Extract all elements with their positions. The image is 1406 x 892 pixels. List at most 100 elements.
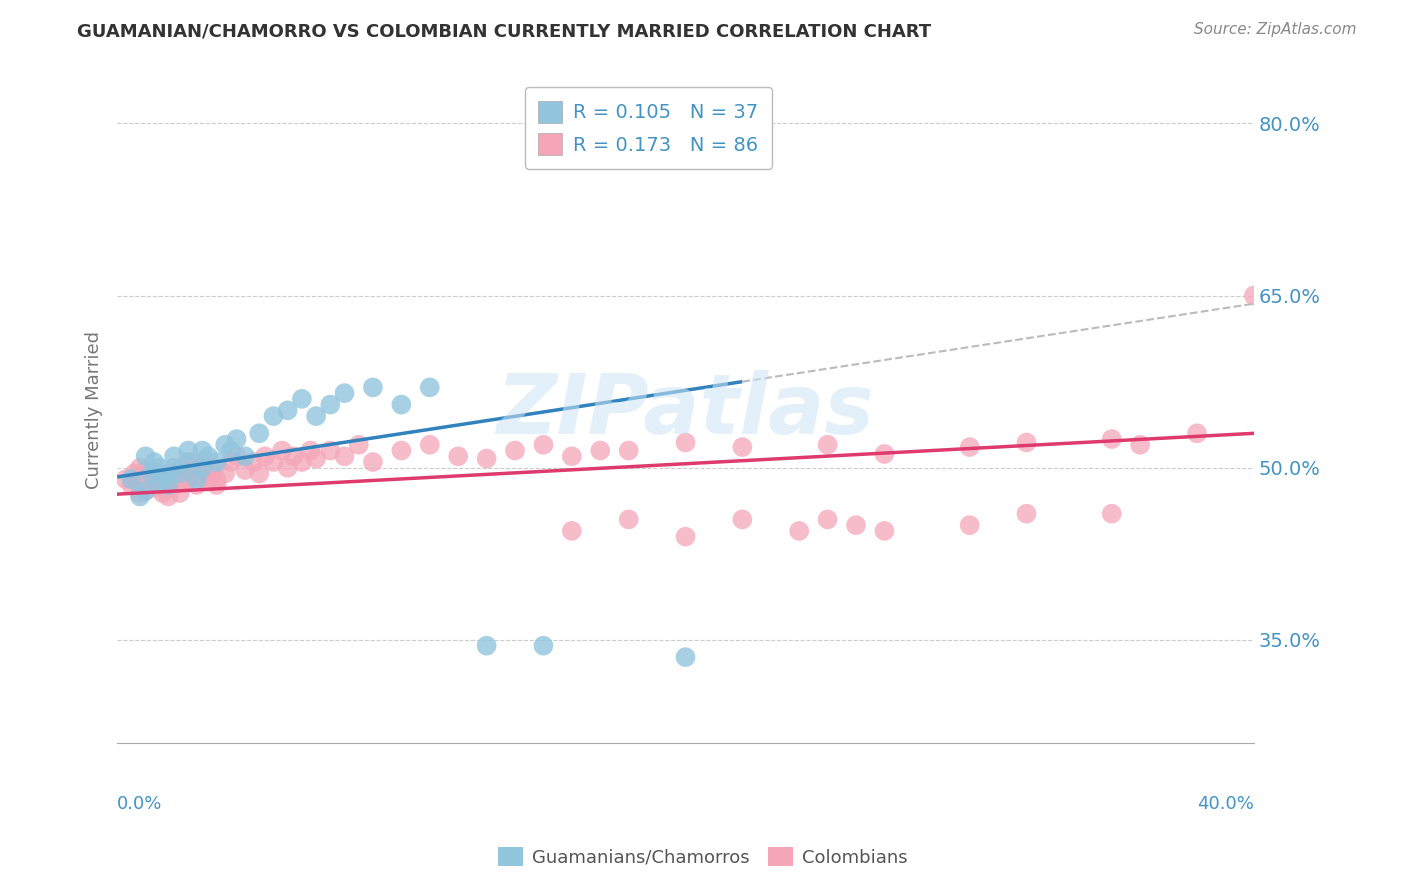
Point — [183, 463, 205, 477]
Point — [157, 478, 180, 492]
Point — [333, 450, 356, 464]
Point — [475, 639, 498, 653]
Point — [129, 460, 152, 475]
Point — [271, 443, 294, 458]
Point — [149, 475, 172, 489]
Point — [205, 455, 228, 469]
Point — [589, 443, 612, 458]
Legend: Guamanians/Chamorros, Colombians: Guamanians/Chamorros, Colombians — [491, 840, 915, 874]
Point — [205, 478, 228, 492]
Point — [177, 472, 200, 486]
Point — [845, 518, 868, 533]
Point — [291, 392, 314, 406]
Point — [149, 467, 172, 481]
Point — [959, 440, 981, 454]
Point — [233, 450, 256, 464]
Point — [191, 455, 214, 469]
Point — [817, 512, 839, 526]
Point — [225, 450, 247, 464]
Point — [163, 470, 186, 484]
Point — [675, 530, 697, 544]
Point — [172, 460, 194, 475]
Point — [177, 455, 200, 469]
Point — [1129, 438, 1152, 452]
Point — [731, 512, 754, 526]
Point — [247, 426, 270, 441]
Point — [152, 486, 174, 500]
Point — [787, 524, 810, 538]
Text: 0.0%: 0.0% — [117, 795, 163, 813]
Point — [141, 467, 163, 481]
Point — [1101, 507, 1123, 521]
Point — [305, 451, 328, 466]
Point — [157, 475, 180, 489]
Point — [202, 460, 225, 475]
Point — [1243, 288, 1265, 302]
Point — [129, 490, 152, 504]
Point — [419, 380, 441, 394]
Point — [1101, 432, 1123, 446]
Point — [135, 463, 157, 477]
Point — [177, 455, 200, 469]
Point — [129, 486, 152, 500]
Point — [197, 475, 219, 489]
Point — [283, 450, 305, 464]
Point — [389, 443, 412, 458]
Point — [277, 460, 299, 475]
Point — [155, 470, 177, 484]
Point — [263, 409, 285, 423]
Point — [114, 472, 136, 486]
Point — [120, 472, 142, 486]
Point — [135, 450, 157, 464]
Point — [389, 398, 412, 412]
Point — [675, 650, 697, 665]
Point — [149, 460, 172, 475]
Point — [959, 518, 981, 533]
Point — [305, 409, 328, 423]
Point — [177, 443, 200, 458]
Y-axis label: Currently Married: Currently Married — [86, 331, 103, 490]
Point — [166, 467, 188, 481]
Point — [200, 467, 222, 481]
Point — [242, 455, 264, 469]
Point — [277, 403, 299, 417]
Point — [141, 478, 163, 492]
Point — [163, 478, 186, 492]
Point — [146, 480, 169, 494]
Point — [533, 639, 555, 653]
Point — [197, 450, 219, 464]
Point — [214, 467, 236, 481]
Point — [135, 483, 157, 498]
Point — [333, 386, 356, 401]
Point — [169, 475, 191, 489]
Point — [205, 472, 228, 486]
Point — [135, 470, 157, 484]
Point — [319, 443, 342, 458]
Point — [191, 443, 214, 458]
Point — [319, 398, 342, 412]
Point — [347, 438, 370, 452]
Point — [122, 467, 145, 481]
Point — [160, 467, 183, 481]
Point — [1015, 435, 1038, 450]
Point — [253, 450, 276, 464]
Point — [533, 438, 555, 452]
Point — [561, 450, 583, 464]
Text: GUAMANIAN/CHAMORRO VS COLOMBIAN CURRENTLY MARRIED CORRELATION CHART: GUAMANIAN/CHAMORRO VS COLOMBIAN CURRENTL… — [77, 22, 931, 40]
Point — [169, 486, 191, 500]
Point — [191, 470, 214, 484]
Point — [731, 440, 754, 454]
Point — [1015, 507, 1038, 521]
Point — [447, 450, 470, 464]
Point — [214, 438, 236, 452]
Point — [163, 460, 186, 475]
Point — [263, 455, 285, 469]
Point — [155, 470, 177, 484]
Point — [186, 472, 208, 486]
Point — [141, 472, 163, 486]
Point — [475, 451, 498, 466]
Point — [225, 432, 247, 446]
Text: 40.0%: 40.0% — [1197, 795, 1254, 813]
Legend: R = 0.105   N = 37, R = 0.173   N = 86: R = 0.105 N = 37, R = 0.173 N = 86 — [524, 87, 772, 169]
Point — [169, 467, 191, 481]
